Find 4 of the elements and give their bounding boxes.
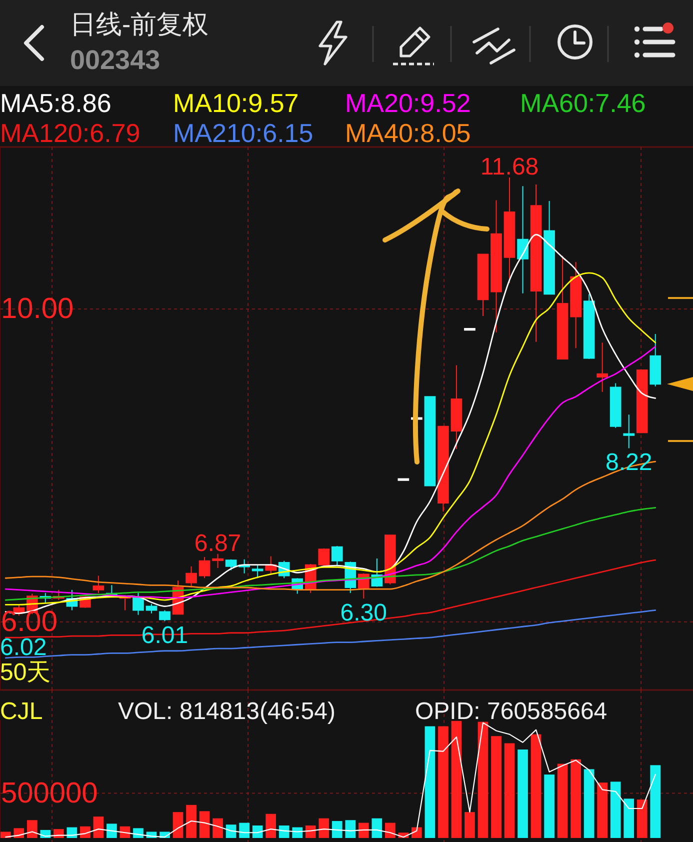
- annotation: OPID: 760585664: [415, 698, 608, 725]
- y-tick-label: 500000: [1, 778, 98, 810]
- annotation: VOL: 814813(46:54): [118, 698, 336, 725]
- chart-title: CJL: [0, 698, 43, 725]
